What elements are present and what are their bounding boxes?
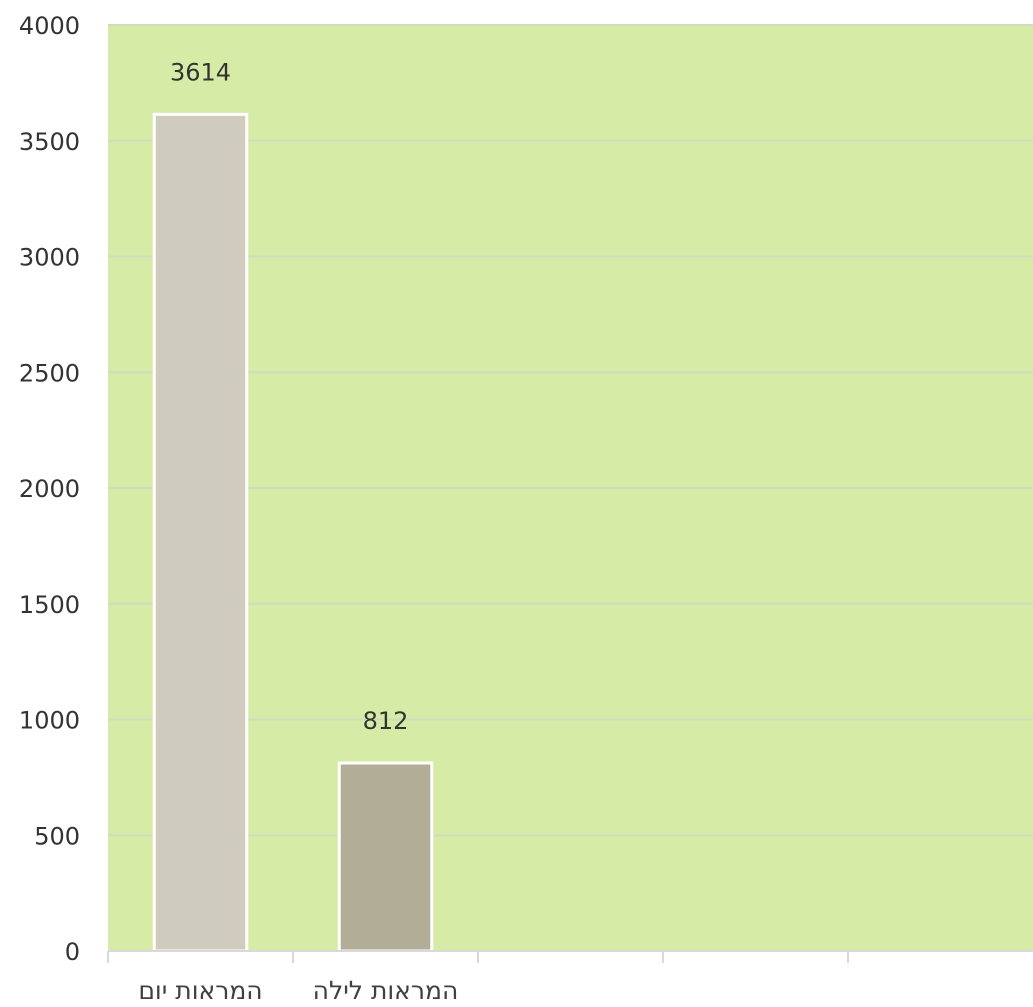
- category-label: המראות יום: [138, 976, 262, 1005]
- bar: [337, 761, 434, 953]
- y-tick-label: 500: [34, 822, 80, 850]
- y-tick-label: 0: [65, 938, 80, 966]
- x-axis: המראות יום המראות לילה: [107, 950, 1033, 1005]
- bars: 3614 812: [152, 58, 434, 953]
- y-tick-label: 1500: [19, 591, 80, 619]
- bar: [152, 112, 249, 953]
- data-label: 812: [363, 707, 409, 735]
- y-axis: 0 500 1000 1500 2000 2500 3000 3500 4000: [19, 12, 80, 966]
- data-label: 3614: [170, 58, 231, 86]
- y-tick-label: 3500: [19, 128, 80, 156]
- y-tick-label: 2000: [19, 475, 80, 503]
- category-label: המראות לילה: [313, 976, 459, 1005]
- y-tick-label: 4000: [19, 12, 80, 40]
- y-tick-label: 1000: [19, 707, 80, 735]
- y-tick-label: 3000: [19, 244, 80, 272]
- gridlines: [108, 24, 1033, 837]
- y-tick-label: 2500: [19, 359, 80, 387]
